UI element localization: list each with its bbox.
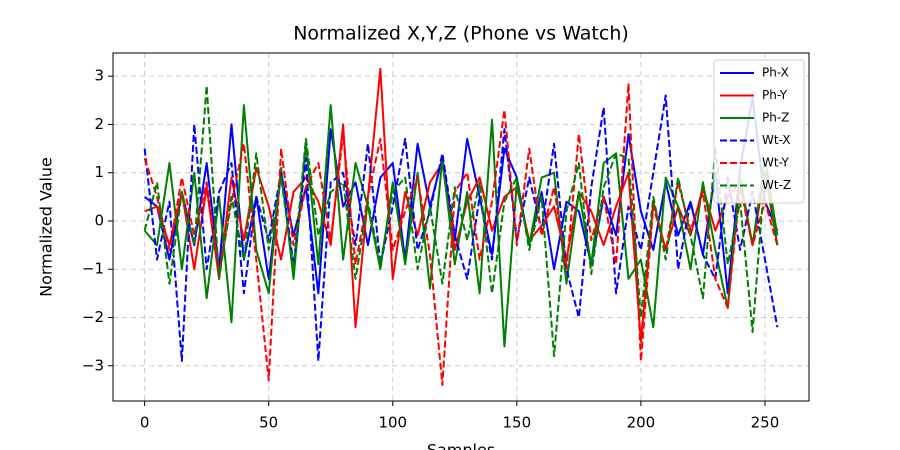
x-tick-label: 0 [140,414,150,432]
legend-label: Ph-Y [762,88,788,102]
legend-label: Wt-X [762,133,791,147]
y-tick-label: −2 [82,308,104,326]
data-line [143,84,779,358]
legend-label: Wt-Y [762,156,789,170]
x-tick-label: 150 [503,414,532,432]
chart-title: Normalized X,Y,Z (Phone vs Watch) [293,23,629,45]
legend-label: Wt-Z [762,178,791,192]
y-tick-label: 0 [94,211,104,229]
data-line [143,94,779,362]
y-tick-label: 3 [94,67,104,85]
data-line [144,96,779,295]
y-tick-label: −1 [82,260,104,278]
y-tick-label: 2 [94,115,104,133]
legend-label: Ph-X [762,66,789,80]
y-tick-label: 1 [94,163,104,181]
legend-label: Ph-Z [762,111,789,125]
data-line [143,82,779,387]
x-tick-label: 100 [378,414,407,432]
y-axis-label: Normalized Value [37,157,56,297]
x-axis-label: Samples [427,441,495,450]
x-tick-label: 50 [259,414,278,432]
x-tick-label: 250 [751,414,780,432]
x-tick-label: 200 [627,414,656,432]
y-tick-label: −3 [82,356,104,374]
axes-frame [112,52,810,402]
